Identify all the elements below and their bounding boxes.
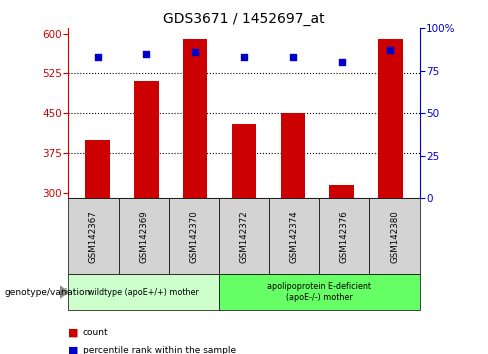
Text: GSM142372: GSM142372 — [240, 210, 248, 263]
Bar — [281, 113, 305, 198]
Point — [338, 59, 346, 65]
Text: genotype/variation: genotype/variation — [5, 287, 91, 297]
Text: GSM142367: GSM142367 — [89, 210, 98, 263]
Text: GSM142370: GSM142370 — [189, 210, 198, 263]
Text: GSM142369: GSM142369 — [139, 210, 148, 263]
Point — [240, 55, 248, 60]
Text: apolipoprotein E-deficient
(apoE-/-) mother: apolipoprotein E-deficient (apoE-/-) mot… — [267, 282, 371, 302]
Point — [289, 55, 297, 60]
Bar — [232, 124, 256, 198]
Text: count: count — [83, 328, 109, 337]
Text: wildtype (apoE+/+) mother: wildtype (apoE+/+) mother — [88, 287, 199, 297]
Point — [386, 47, 394, 53]
Bar — [378, 39, 403, 198]
Text: percentile rank within the sample: percentile rank within the sample — [83, 346, 236, 354]
Text: GSM142380: GSM142380 — [390, 210, 399, 263]
Point — [94, 55, 102, 60]
Bar — [329, 185, 354, 198]
Point — [191, 49, 199, 55]
Text: GSM142376: GSM142376 — [340, 210, 349, 263]
Text: ■: ■ — [68, 346, 79, 354]
Bar — [183, 39, 207, 198]
Text: GSM142374: GSM142374 — [290, 210, 299, 263]
Bar — [134, 81, 159, 198]
Text: ■: ■ — [68, 328, 79, 338]
Bar — [85, 140, 110, 198]
Text: GDS3671 / 1452697_at: GDS3671 / 1452697_at — [163, 12, 325, 27]
Polygon shape — [60, 286, 68, 298]
Point — [142, 51, 150, 57]
